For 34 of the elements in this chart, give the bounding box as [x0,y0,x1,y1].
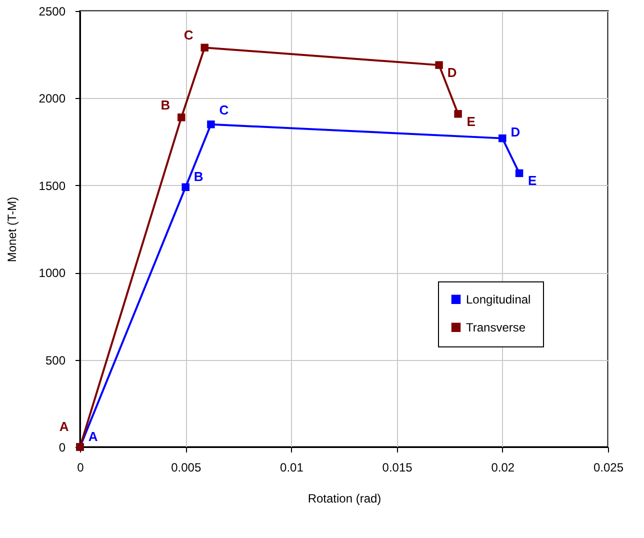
annotation: B [160,97,170,112]
annotation: D [447,65,457,80]
point [498,134,506,142]
y-tick-label: 500 [45,353,66,368]
point [182,183,190,192]
annotation: C [184,28,194,43]
point [178,114,186,122]
y-tick-label: 0 [58,440,66,454]
annotation: E [528,173,537,188]
annotation: D [510,124,520,140]
x-tick-label: 0.015 [382,460,413,474]
x-tick-label: 0 [77,460,84,474]
y-tick-label: 1000 [38,266,66,280]
x-tick-label: 0.005 [171,460,202,474]
y-tick-label: 2500 [38,4,66,18]
x-tick-label: 0.02 [491,460,515,474]
annotation: A [88,429,98,444]
y-tick-label: 1500 [38,178,66,193]
point [207,120,215,128]
point [454,110,462,118]
legend-label: Transverse [466,320,526,334]
y-tick-label: 2000 [38,92,66,106]
x-axis-title: Rotation (rad) [308,492,382,506]
annotation: B [194,169,204,184]
x-tick-label: 0.025 [593,460,624,474]
x-tick-label: 0.01 [280,460,304,474]
annotation: C [219,102,230,118]
legend-label: Longitudinal [466,292,531,306]
y-axis-title: Monet (T-M) [4,196,19,262]
point [200,44,208,52]
point [435,61,443,69]
annotation: A [59,419,70,434]
point [515,169,524,178]
annotation: E [466,114,476,129]
